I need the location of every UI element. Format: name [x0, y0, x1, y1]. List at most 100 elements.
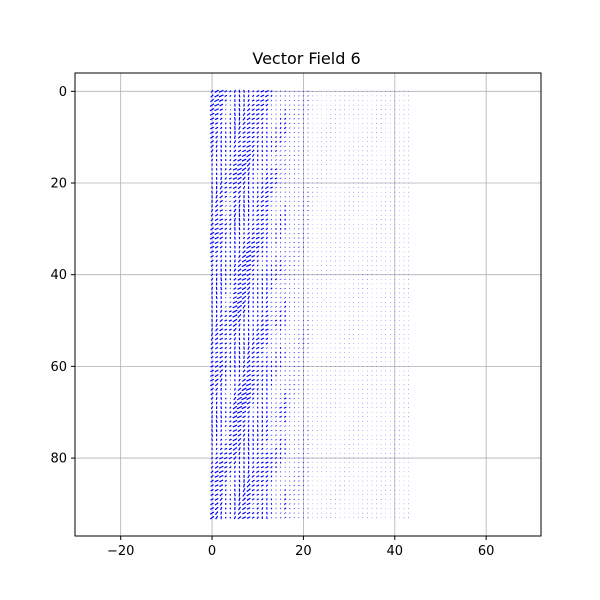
vector-arrow — [251, 369, 255, 373]
vector-arrow — [211, 309, 213, 313]
vector-arrow — [210, 94, 214, 98]
vector-arrow — [224, 360, 227, 364]
vector-arrow — [256, 475, 260, 478]
vector-arrow — [236, 410, 243, 414]
vector-arrow — [288, 402, 291, 404]
vector-arrow — [270, 315, 273, 317]
vector-arrow — [246, 378, 252, 382]
vector-arrow — [275, 191, 277, 193]
vector-arrow — [219, 502, 223, 506]
vector-arrow — [302, 232, 305, 235]
vector-arrow — [224, 429, 227, 432]
vector-arrow — [261, 452, 264, 455]
vector-arrow — [252, 332, 255, 336]
vector-arrow — [252, 273, 255, 276]
vector-arrow — [238, 502, 241, 506]
vector-arrow — [260, 227, 265, 231]
vector-arrow — [260, 236, 264, 240]
vector-arrow — [210, 392, 214, 396]
vector-arrow — [210, 488, 214, 492]
vector-arrow — [284, 360, 286, 363]
vector-arrow — [293, 90, 295, 92]
vector-arrow — [229, 346, 232, 350]
vector-arrow — [297, 471, 300, 473]
vector-arrow — [214, 484, 219, 487]
vector-arrow — [224, 236, 227, 240]
vector-arrow — [293, 489, 296, 491]
vector-arrow — [219, 222, 224, 226]
vector-arrow — [224, 200, 227, 203]
vector-arrow — [256, 264, 259, 267]
vector-arrow — [220, 429, 223, 432]
vector-arrow — [224, 337, 228, 340]
vector-arrow — [246, 282, 251, 286]
vector-arrow — [238, 222, 241, 227]
vector-arrow — [288, 406, 291, 409]
vector-arrow — [260, 108, 265, 112]
vector-arrow — [215, 419, 218, 424]
vector-arrow — [251, 392, 255, 396]
vector-arrow — [289, 356, 291, 358]
vector-arrow — [270, 411, 273, 414]
vector-arrow — [237, 511, 242, 515]
vector-arrow — [219, 181, 223, 185]
vector-arrow — [288, 484, 291, 487]
vector-arrow — [298, 461, 300, 464]
vector-arrow — [288, 113, 291, 115]
vector-arrow — [265, 415, 268, 419]
vector-arrow — [210, 387, 214, 391]
vector-arrow — [229, 406, 232, 409]
vector-arrow — [229, 342, 232, 345]
vector-arrow — [293, 361, 296, 363]
vector-arrow — [224, 181, 228, 185]
vector-arrow — [293, 264, 296, 267]
vector-arrow — [261, 383, 264, 386]
vector-arrow — [256, 250, 260, 254]
vector-arrow — [220, 277, 223, 282]
vector-arrow — [256, 223, 260, 226]
vector-arrow — [243, 337, 245, 341]
vector-arrow — [220, 158, 223, 162]
vector-arrow — [233, 516, 237, 520]
vector-arrow — [293, 278, 295, 280]
vector-arrow — [215, 144, 218, 148]
vector-arrow — [242, 300, 247, 305]
vector-arrow — [274, 273, 278, 276]
vector-arrow — [307, 338, 309, 340]
vector-arrow — [256, 452, 259, 455]
vector-arrow — [229, 200, 232, 203]
vector-arrow — [265, 333, 269, 336]
vector-arrow — [246, 406, 251, 410]
vector-arrow — [293, 397, 296, 400]
vector-arrow — [293, 503, 296, 505]
vector-arrow — [209, 245, 215, 249]
vector-arrow — [210, 502, 214, 506]
vector-arrow — [298, 109, 300, 111]
vector-arrow — [252, 507, 255, 510]
vector-arrow — [224, 465, 228, 469]
vector-arrow — [284, 388, 287, 391]
vector-arrow — [229, 402, 232, 405]
vector-arrow — [289, 296, 291, 299]
vector-arrow — [225, 113, 227, 116]
vector-arrow — [256, 199, 259, 203]
vector-arrow — [260, 484, 264, 487]
vector-arrow — [214, 89, 219, 94]
vector-arrow — [265, 461, 269, 464]
vector-arrow — [242, 438, 246, 442]
vector-arrow — [302, 187, 304, 189]
vector-arrow — [232, 176, 238, 180]
vector-arrow — [302, 127, 304, 129]
vector-arrow — [229, 168, 232, 171]
vector-arrow — [247, 410, 251, 414]
vector-arrow — [246, 131, 251, 134]
vector-arrow — [251, 245, 256, 249]
vector-arrow — [265, 347, 268, 349]
vector-arrow — [265, 452, 269, 455]
vector-arrow — [298, 361, 300, 363]
vector-arrow — [238, 447, 241, 451]
vector-arrow — [284, 177, 286, 180]
vector-arrow — [241, 401, 247, 405]
vector-arrow — [210, 140, 214, 144]
vector-arrow — [238, 497, 241, 502]
